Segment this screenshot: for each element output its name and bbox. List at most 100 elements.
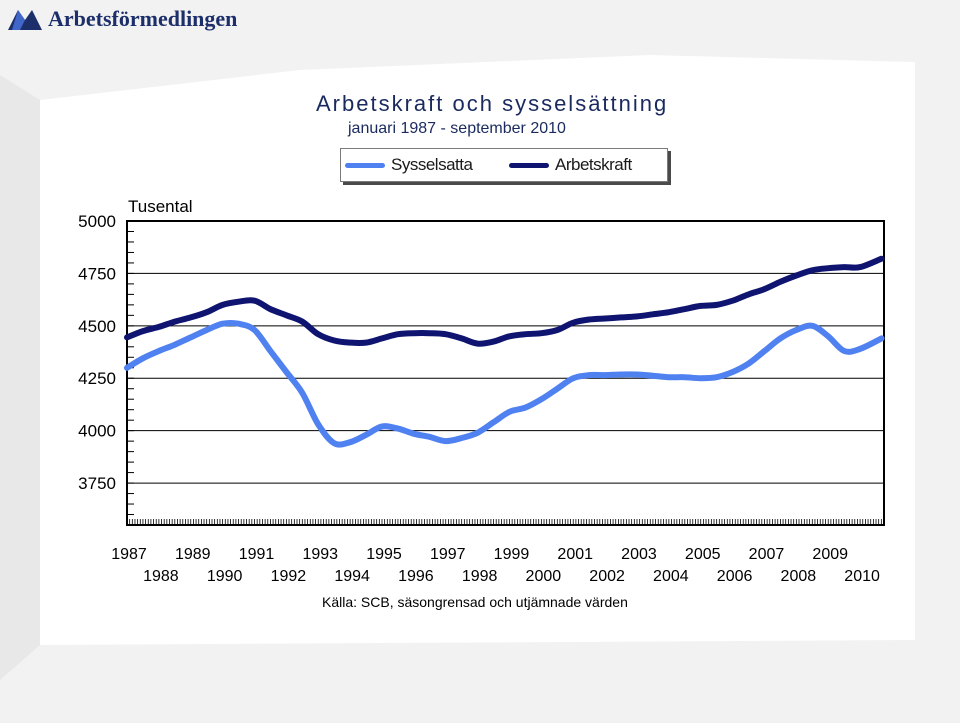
data-point-sysselsatta-7 xyxy=(238,323,239,324)
legend-label-arbetskraft: Arbetskraft xyxy=(555,155,632,174)
data-point-sysselsatta-20 xyxy=(445,441,446,442)
legend-label-sysselsatta: Sysselsatta xyxy=(391,155,473,174)
data-point-sysselsatta-40 xyxy=(764,350,765,351)
data-point-sysselsatta-3 xyxy=(174,344,175,345)
data-point-arbetskraft-32 xyxy=(636,316,637,317)
data-point-sysselsatta-6 xyxy=(222,323,223,324)
x-tick-label-2004: 2004 xyxy=(653,568,689,585)
data-point-arbetskraft-9 xyxy=(270,309,271,310)
data-point-sysselsatta-12 xyxy=(318,424,319,425)
data-point-arbetskraft-30 xyxy=(605,318,606,319)
plot-border xyxy=(126,220,885,526)
x-tick-label-1994: 1994 xyxy=(334,568,370,585)
data-point-arbetskraft-6 xyxy=(222,304,223,305)
data-point-arbetskraft-44 xyxy=(828,268,829,269)
x-tick-label-2008: 2008 xyxy=(781,568,817,585)
data-point-arbetskraft-33 xyxy=(652,314,653,315)
data-point-arbetskraft-36 xyxy=(700,305,701,306)
data-point-arbetskraft-0 xyxy=(127,337,128,338)
legend-item-sysselsatta: Sysselsatta xyxy=(345,155,473,174)
x-tick-label-2003: 2003 xyxy=(621,546,657,563)
x-tick-label-1988: 1988 xyxy=(143,568,179,585)
x-tick-label-1990: 1990 xyxy=(207,568,243,585)
data-point-sysselsatta-23 xyxy=(493,422,494,423)
data-point-sysselsatta-14 xyxy=(350,442,351,443)
data-point-arbetskraft-28 xyxy=(573,322,574,323)
data-point-sysselsatta-25 xyxy=(525,407,526,408)
x-tick-label-2000: 2000 xyxy=(526,568,562,585)
data-point-sysselsatta-33 xyxy=(652,375,653,376)
data-point-arbetskraft-38 xyxy=(732,300,733,301)
data-point-arbetskraft-29 xyxy=(589,319,590,320)
x-tick-label-2007: 2007 xyxy=(749,546,785,563)
brand-logo: Arbetsförmedlingen xyxy=(6,4,237,34)
data-point-arbetskraft-26 xyxy=(541,333,542,334)
data-point-arbetskraft-12 xyxy=(318,334,319,335)
x-tick-label-2001: 2001 xyxy=(557,546,593,563)
x-tick-label-1997: 1997 xyxy=(430,546,466,563)
data-point-arbetskraft-8 xyxy=(254,300,255,301)
data-point-arbetskraft-22 xyxy=(477,343,478,344)
data-point-arbetskraft-10 xyxy=(286,315,287,316)
data-point-sysselsatta-30 xyxy=(605,375,606,376)
data-point-arbetskraft-31 xyxy=(621,317,622,318)
chart-source: Källa: SCB, säsongrensad och utjämnade v… xyxy=(322,594,628,610)
data-point-arbetskraft-37 xyxy=(716,304,717,305)
data-point-arbetskraft-27 xyxy=(557,330,558,331)
data-point-sysselsatta-21 xyxy=(461,437,462,438)
data-point-sysselsatta-43 xyxy=(812,325,813,326)
data-point-arbetskraft-13 xyxy=(334,340,335,341)
x-tick-label-1992: 1992 xyxy=(271,568,307,585)
y-tick-label-3750: 3750 xyxy=(78,474,116,493)
data-point-sysselsatta-26 xyxy=(541,399,542,400)
data-point-arbetskraft-40 xyxy=(764,289,765,290)
y-axis-unit-label: Tusental xyxy=(128,197,193,216)
data-point-arbetskraft-5 xyxy=(206,312,207,313)
x-tick-label-1999: 1999 xyxy=(494,546,530,563)
data-point-sysselsatta-1 xyxy=(142,358,143,359)
data-point-sysselsatta-18 xyxy=(413,433,414,434)
data-point-sysselsatta-36 xyxy=(700,378,701,379)
data-point-sysselsatta-35 xyxy=(684,377,685,378)
data-point-arbetskraft-43 xyxy=(812,270,813,271)
data-point-sysselsatta-37 xyxy=(716,377,717,378)
data-point-sysselsatta-17 xyxy=(397,428,398,429)
x-tick-label-2010: 2010 xyxy=(844,568,880,585)
x-tick-label-1991: 1991 xyxy=(239,546,275,563)
brand-name: Arbetsförmedlingen xyxy=(48,6,238,31)
data-point-arbetskraft-1 xyxy=(142,331,143,332)
data-point-arbetskraft-23 xyxy=(493,341,494,342)
data-point-sysselsatta-4 xyxy=(190,337,191,338)
legend-swatch-arbetskraft xyxy=(509,162,549,168)
data-point-sysselsatta-29 xyxy=(589,375,590,376)
data-point-sysselsatta-11 xyxy=(302,392,303,393)
x-tick-label-2009: 2009 xyxy=(812,546,848,563)
data-point-sysselsatta-27 xyxy=(557,388,558,389)
data-point-sysselsatta-28 xyxy=(573,378,574,379)
y-tick-label-4250: 4250 xyxy=(78,369,116,388)
y-tick-label-4750: 4750 xyxy=(78,264,116,283)
data-point-sysselsatta-15 xyxy=(366,434,367,435)
x-tick-label-1993: 1993 xyxy=(302,546,338,563)
x-tick-label-1995: 1995 xyxy=(366,546,402,563)
chart-subtitle: januari 1987 - september 2010 xyxy=(348,120,566,137)
data-point-sysselsatta-44 xyxy=(828,336,829,337)
data-point-sysselsatta-45 xyxy=(844,350,845,351)
data-point-arbetskraft-45 xyxy=(844,267,845,268)
legend-swatch-sysselsatta xyxy=(345,162,385,168)
data-point-arbetskraft-3 xyxy=(174,321,175,322)
data-point-arbetskraft-24 xyxy=(509,336,510,337)
x-tick-label-2006: 2006 xyxy=(717,568,753,585)
y-tick-label-5000: 5000 xyxy=(78,212,116,231)
data-point-sysselsatta-41 xyxy=(780,338,781,339)
data-point-sysselsatta-46 xyxy=(860,348,861,349)
data-point-arbetskraft-35 xyxy=(684,309,685,310)
data-point-arbetskraft-16 xyxy=(381,338,382,339)
data-point-arbetskraft-46 xyxy=(860,267,861,268)
data-point-sysselsatta-13 xyxy=(334,443,335,444)
data-point-sysselsatta-0 xyxy=(127,367,128,368)
data-point-sysselsatta-9 xyxy=(270,350,271,351)
data-point-sysselsatta-2 xyxy=(158,350,159,351)
data-point-sysselsatta-47 xyxy=(881,338,882,339)
